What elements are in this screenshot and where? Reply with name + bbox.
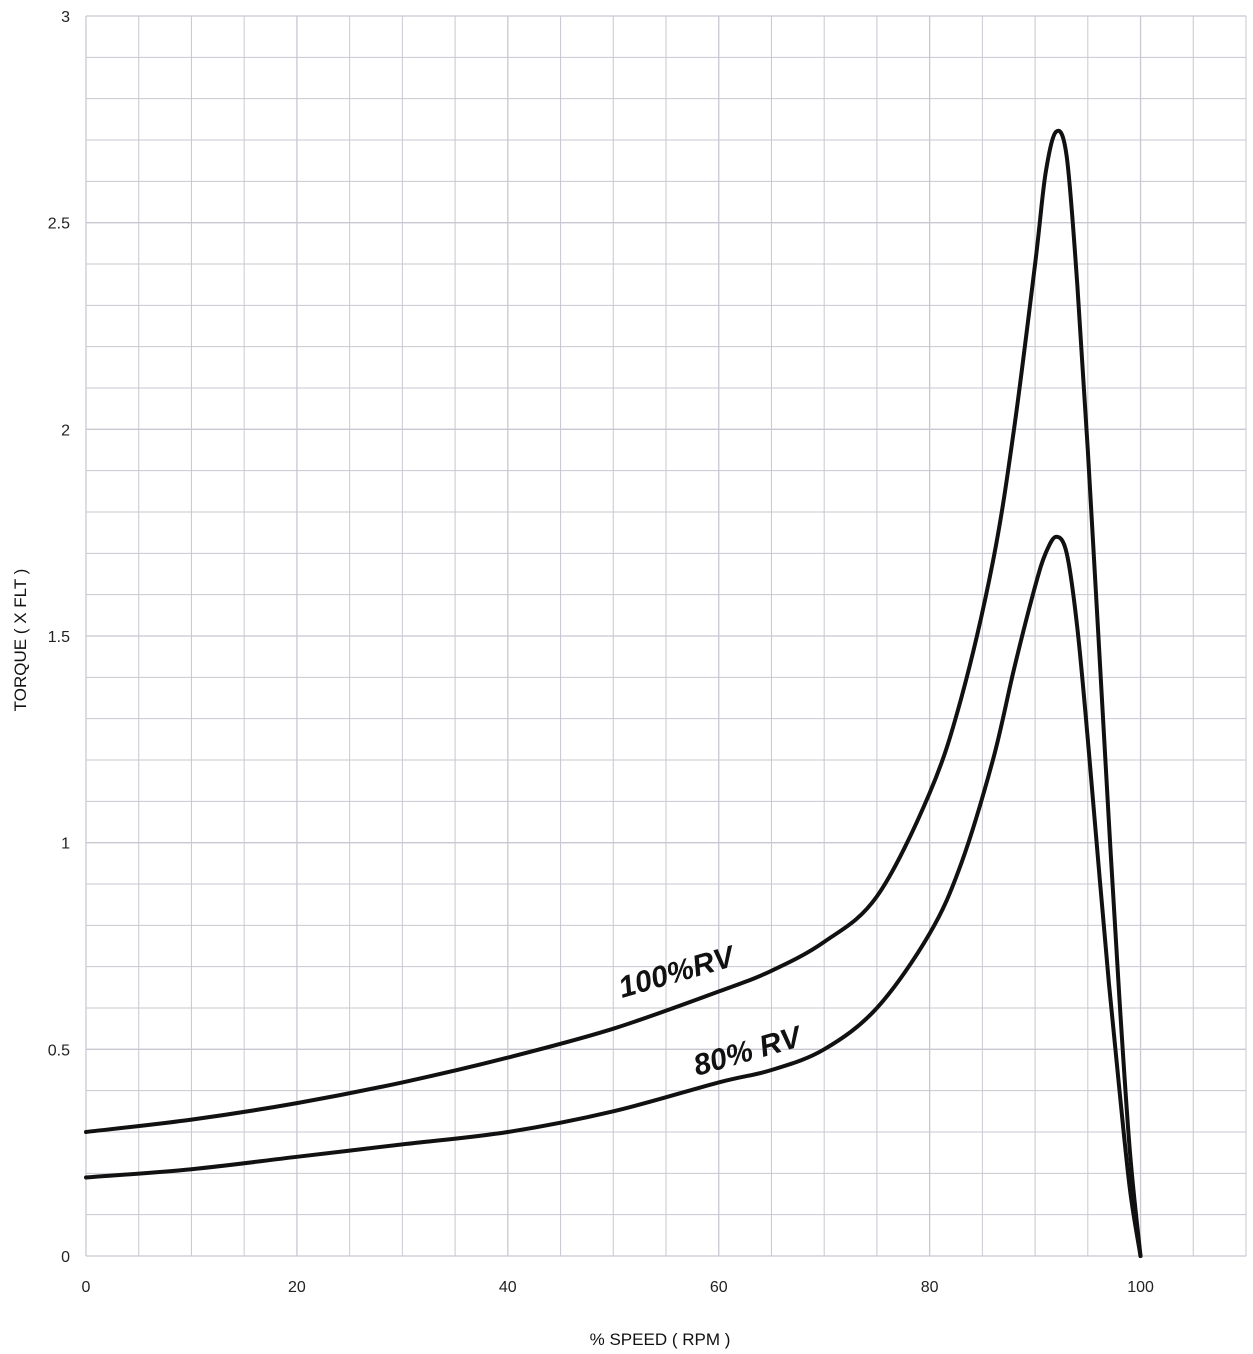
curves	[84, 128, 1143, 1258]
y-tick-label: 1	[61, 836, 70, 853]
x-tick-label: 0	[82, 1279, 91, 1296]
y-tick-label: 1.5	[48, 629, 70, 646]
x-tick-label: 100	[1127, 1279, 1154, 1296]
series-line-80rv	[84, 534, 1143, 1258]
y-tick-label: 2.5	[48, 216, 70, 233]
x-tick-label: 60	[710, 1279, 728, 1296]
y-tick-label: 0.5	[48, 1042, 70, 1059]
tick-labels: 0 20 40 60 80 100 0 0.5 1 1.5 2 2.5 3	[48, 9, 1154, 1296]
grid	[85, 15, 1247, 1257]
x-axis-label: % SPEED ( RPM )	[590, 1330, 731, 1349]
y-tick-label: 0	[61, 1249, 70, 1266]
y-tick-label: 2	[61, 422, 70, 439]
series-line-100rv	[84, 128, 1143, 1258]
x-tick-label: 40	[499, 1279, 517, 1296]
y-axis-label: TORQUE ( X FLT )	[11, 569, 30, 712]
x-tick-label: 20	[288, 1279, 306, 1296]
y-tick-label: 3	[61, 9, 70, 26]
x-tick-label: 80	[921, 1279, 939, 1296]
